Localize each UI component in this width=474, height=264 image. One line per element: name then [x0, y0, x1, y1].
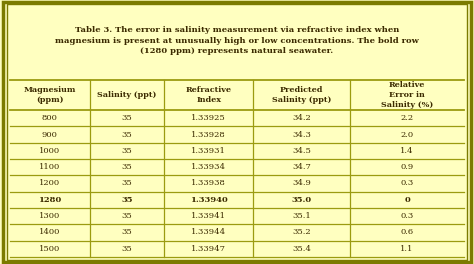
- Text: 35.4: 35.4: [292, 245, 311, 253]
- Text: 1300: 1300: [39, 212, 61, 220]
- Text: 34.9: 34.9: [292, 180, 311, 187]
- Text: 34.2: 34.2: [292, 114, 311, 122]
- Text: 35.0: 35.0: [292, 196, 312, 204]
- Text: 1.33934: 1.33934: [191, 163, 226, 171]
- Text: 1.33941: 1.33941: [191, 212, 226, 220]
- Text: 1.33931: 1.33931: [191, 147, 226, 155]
- Text: 34.5: 34.5: [292, 147, 311, 155]
- Text: 0.9: 0.9: [401, 163, 414, 171]
- Text: 0.3: 0.3: [401, 212, 414, 220]
- Text: 1.33928: 1.33928: [191, 131, 226, 139]
- Text: 1200: 1200: [39, 180, 61, 187]
- Text: 1400: 1400: [39, 228, 61, 236]
- Text: 1.33938: 1.33938: [191, 180, 226, 187]
- Text: Predicted
Salinity (ppt): Predicted Salinity (ppt): [272, 86, 331, 104]
- Text: 1.33944: 1.33944: [191, 228, 226, 236]
- Text: 900: 900: [42, 131, 58, 139]
- Text: 35: 35: [122, 180, 132, 187]
- Text: 2.0: 2.0: [401, 131, 414, 139]
- Text: Table 3. The error in salinity measurement via refractive index when
magnesium i: Table 3. The error in salinity measureme…: [55, 26, 419, 55]
- Text: 35: 35: [122, 114, 132, 122]
- Text: 800: 800: [42, 114, 58, 122]
- Text: 0.3: 0.3: [401, 180, 414, 187]
- Text: 34.7: 34.7: [292, 163, 311, 171]
- Text: 1.33947: 1.33947: [191, 245, 226, 253]
- Text: 1280: 1280: [38, 196, 62, 204]
- Text: 35: 35: [121, 196, 133, 204]
- Text: 1.33940: 1.33940: [190, 196, 228, 204]
- Text: Relative
Error in
Salinity (%): Relative Error in Salinity (%): [381, 81, 433, 109]
- Text: 35: 35: [122, 163, 132, 171]
- Text: 35.2: 35.2: [292, 228, 311, 236]
- Text: 1.1: 1.1: [401, 245, 414, 253]
- Text: 0.6: 0.6: [401, 228, 414, 236]
- Text: 1.33925: 1.33925: [191, 114, 226, 122]
- Text: 35: 35: [122, 212, 132, 220]
- Text: 35: 35: [122, 228, 132, 236]
- Text: Refractive
Index: Refractive Index: [186, 86, 232, 104]
- Text: 35: 35: [122, 131, 132, 139]
- Text: 0: 0: [404, 196, 410, 204]
- Text: Magnesium
(ppm): Magnesium (ppm): [24, 86, 76, 104]
- Text: 1000: 1000: [39, 147, 61, 155]
- Text: 1500: 1500: [39, 245, 61, 253]
- Text: Salinity (ppt): Salinity (ppt): [97, 91, 157, 99]
- Text: 34.3: 34.3: [292, 131, 311, 139]
- Text: 35: 35: [122, 245, 132, 253]
- Text: 1.4: 1.4: [401, 147, 414, 155]
- Text: 1100: 1100: [39, 163, 61, 171]
- Text: 35: 35: [122, 147, 132, 155]
- Text: 2.2: 2.2: [401, 114, 414, 122]
- Text: 35.1: 35.1: [292, 212, 311, 220]
